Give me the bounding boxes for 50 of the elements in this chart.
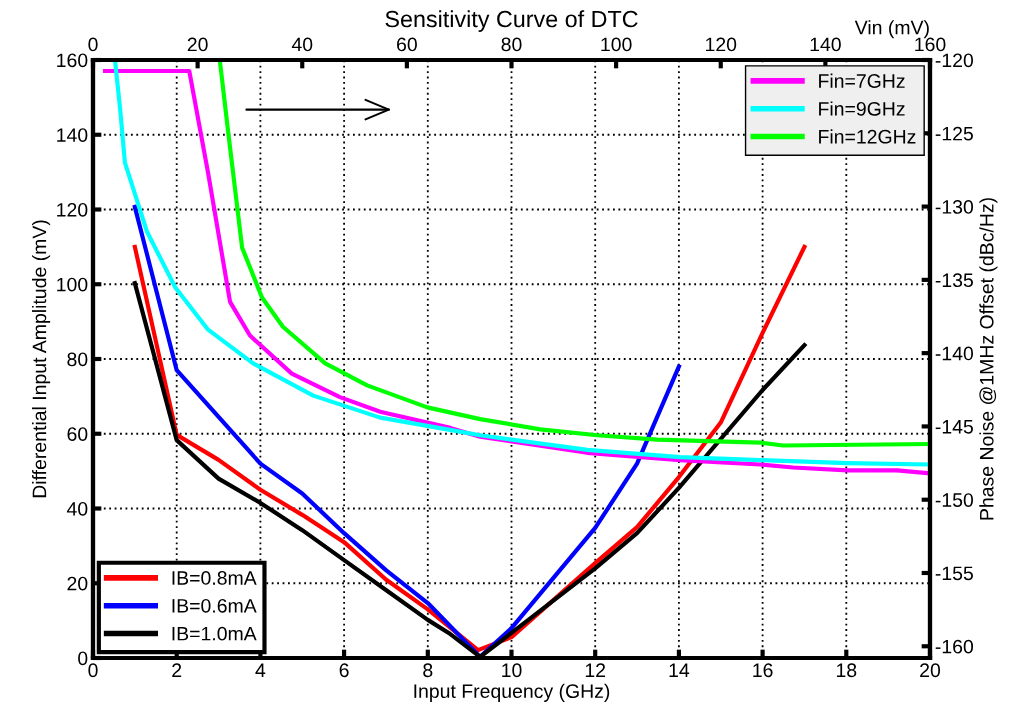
y-tick-label: -120 xyxy=(935,53,974,68)
x-tick-label: 16 xyxy=(753,663,773,678)
x-tick-label: 18 xyxy=(836,663,857,678)
legend-label: Fin=12GHz xyxy=(819,129,916,144)
x-axis-title: Input Frequency (GHz) xyxy=(414,683,610,702)
y-axis-title: Phase Noise @1MHz Offset (dBc/Hz) xyxy=(979,198,998,520)
chart-title: Sensitivity Curve of DTC xyxy=(385,10,638,32)
y-tick-label: -125 xyxy=(935,126,973,141)
x-tick-label: 14 xyxy=(669,663,690,677)
x-axis-title: Vin (mV) xyxy=(854,20,929,39)
line-series xyxy=(218,60,930,448)
x-tick-label: 8 xyxy=(423,663,433,678)
y-axis-title: Differential Input Amplitude (mV) xyxy=(32,220,51,498)
y-tick-label: 80 xyxy=(67,352,88,367)
x-tick-label: 0 xyxy=(88,663,98,678)
y-tick-label: 140 xyxy=(57,128,88,142)
x-tick-label: 4 xyxy=(255,663,266,677)
y-tick-label: -130 xyxy=(935,200,974,214)
y-tick-label: 160 xyxy=(57,53,88,68)
y-tick-label: 120 xyxy=(57,202,88,217)
x-tick-label: 0 xyxy=(88,37,98,52)
legend-label: IB=1.0mA xyxy=(172,626,257,641)
legend-label: IB=0.6mA xyxy=(172,598,257,613)
y-tick-label: -150 xyxy=(935,493,974,507)
x-tick-label: 6 xyxy=(339,663,349,678)
y-tick-label: 0 xyxy=(78,651,88,666)
legend-label: Fin=9GHz xyxy=(819,101,905,116)
y-tick-label: -135 xyxy=(935,273,973,288)
x-tick-label: 40 xyxy=(291,37,313,52)
x-tick-label: 160 xyxy=(915,37,946,52)
y-tick-label: 20 xyxy=(67,576,88,591)
x-tick-label: 60 xyxy=(397,37,417,52)
x-tick-label: 80 xyxy=(501,37,522,52)
y-tick-label: -160 xyxy=(935,639,974,654)
legend-label: Fin=7GHz xyxy=(819,73,905,88)
y-tick-label: 100 xyxy=(57,277,88,292)
y-tick-label: -155 xyxy=(935,566,973,581)
y-tick-label: -145 xyxy=(935,420,973,434)
x-tick-label: 2 xyxy=(172,663,182,677)
y-tick-label: -140 xyxy=(935,346,974,361)
legend-label: IB=0.8mA xyxy=(172,571,257,585)
y-tick-label: 60 xyxy=(67,427,88,441)
x-tick-label: 10 xyxy=(502,663,522,678)
y-tick-label: 40 xyxy=(66,501,88,516)
x-tick-label: 12 xyxy=(585,663,606,677)
x-tick-label: 20 xyxy=(920,663,941,678)
x-tick-label: 120 xyxy=(706,37,737,52)
x-tick-label: 140 xyxy=(810,37,841,52)
x-tick-label: 20 xyxy=(187,37,208,52)
x-tick-label: 100 xyxy=(601,37,632,52)
